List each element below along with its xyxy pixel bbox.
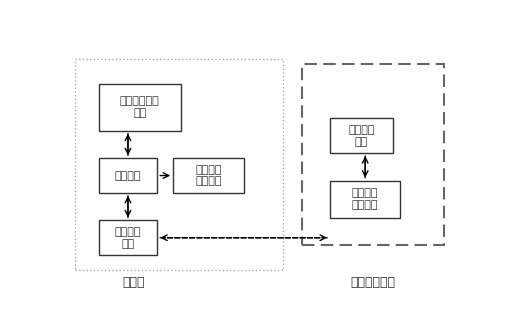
Text: 电子标签部分: 电子标签部分 [350, 276, 395, 289]
Text: 主控单元: 主控单元 [115, 171, 141, 181]
Text: 主机端: 主机端 [122, 276, 145, 289]
Bar [173, 158, 243, 193]
Bar [329, 118, 392, 153]
Text: 操作信息通信
接口: 操作信息通信 接口 [120, 96, 159, 118]
Text: 无线通信
接口单元: 无线通信 接口单元 [351, 188, 378, 210]
Text: 秘钥存储
单元: 秘钥存储 单元 [347, 125, 374, 147]
Bar [329, 181, 400, 218]
Bar [98, 220, 157, 255]
Bar [98, 158, 157, 193]
Bar [302, 64, 443, 245]
Text: 被控信息
显示单元: 被控信息 显示单元 [195, 165, 221, 186]
Bar [75, 59, 282, 270]
Text: 秘钥读写
单元: 秘钥读写 单元 [115, 227, 141, 248]
Bar [98, 84, 181, 131]
